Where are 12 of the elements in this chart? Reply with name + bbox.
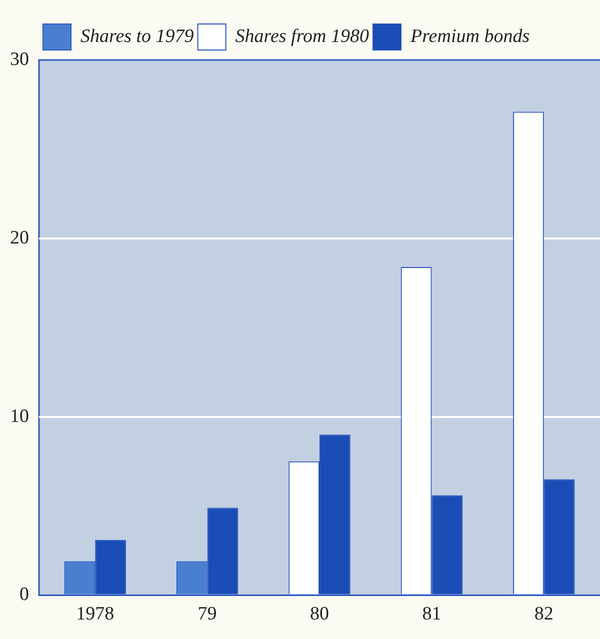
legend-label: Premium bonds bbox=[410, 26, 530, 47]
y-tick-label: 30 bbox=[10, 48, 29, 70]
legend-label: Shares from 1980 bbox=[235, 26, 370, 47]
x-tick-label: 82 bbox=[534, 604, 554, 625]
x-tick-label: 81 bbox=[422, 604, 442, 625]
y-tick-label: 20 bbox=[10, 227, 29, 248]
y-tick-label: 10 bbox=[10, 406, 29, 427]
x-tick-label: 80 bbox=[310, 604, 329, 625]
x-tick-label: 1978 bbox=[76, 604, 114, 625]
y-tick-label: 0 bbox=[20, 584, 29, 606]
x-tick-label: 79 bbox=[198, 604, 217, 625]
legend-label: Shares to 1979 bbox=[80, 26, 194, 47]
